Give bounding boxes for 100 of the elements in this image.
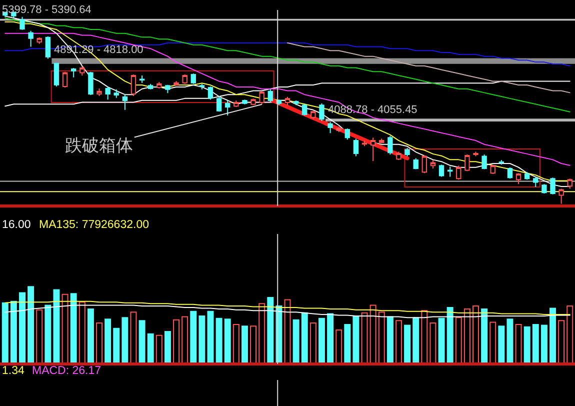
candlestick	[114, 88, 119, 98]
bar	[87, 308, 94, 364]
bar	[481, 308, 488, 364]
candlestick	[225, 100, 230, 116]
candlestick	[456, 165, 462, 180]
bar	[138, 320, 146, 364]
annotation: 跌破箱体	[65, 136, 133, 156]
bar	[532, 324, 539, 364]
candlestick	[558, 188, 564, 204]
bar	[28, 286, 34, 364]
candlestick	[148, 83, 154, 90]
candlestick	[353, 138, 359, 157]
bar	[550, 308, 556, 364]
candlestick	[70, 68, 76, 78]
candlestick	[413, 158, 418, 170]
candlestick	[464, 154, 470, 172]
bar	[412, 317, 420, 364]
candlestick	[139, 74, 145, 84]
candlestick	[370, 137, 376, 162]
candlestick	[54, 62, 60, 88]
candlestick	[438, 164, 444, 178]
text: 16.00	[2, 219, 31, 231]
bar	[113, 328, 120, 364]
bar	[506, 318, 514, 364]
bar	[70, 293, 77, 364]
candlestick	[310, 110, 316, 120]
bar	[344, 324, 351, 364]
bar	[318, 318, 325, 364]
candlestick	[28, 30, 34, 48]
candlestick	[293, 100, 299, 106]
candlestick	[396, 151, 402, 161]
candlestick	[165, 84, 170, 94]
candlestick	[482, 154, 487, 170]
bar	[301, 312, 308, 364]
candlestick	[344, 128, 350, 140]
candlestick	[550, 177, 556, 195]
candlestick	[284, 96, 290, 106]
bar	[224, 318, 231, 364]
candlestick	[190, 73, 196, 84]
bar	[216, 318, 222, 364]
candlestick	[234, 100, 239, 108]
candlestick	[130, 74, 136, 96]
candlestick	[302, 104, 308, 116]
candlestick	[242, 99, 248, 105]
candlestick	[507, 167, 513, 180]
candlestick	[516, 172, 522, 185]
candlestick	[80, 66, 85, 76]
candlestick	[20, 16, 25, 30]
bar	[498, 326, 505, 364]
bar	[327, 313, 334, 364]
candlestick	[199, 83, 205, 90]
bar	[540, 324, 548, 364]
bar	[19, 292, 26, 364]
candlestick	[404, 148, 410, 157]
candlestick	[328, 121, 333, 134]
candlestick	[379, 138, 384, 144]
bar	[386, 316, 394, 364]
bar	[10, 300, 17, 364]
candlestick	[524, 172, 530, 180]
candlestick	[182, 74, 188, 84]
bar	[241, 326, 248, 364]
candlestick	[430, 160, 436, 169]
candlestick	[62, 71, 68, 88]
bar	[438, 318, 445, 364]
bar	[190, 310, 197, 364]
bar	[2, 302, 8, 364]
bar	[404, 324, 411, 364]
candlestick	[250, 98, 256, 106]
bar	[198, 316, 206, 364]
bar	[164, 331, 171, 364]
candlestick	[388, 135, 393, 156]
text: 1.34	[2, 365, 25, 377]
bar	[267, 296, 274, 364]
candlestick	[447, 166, 453, 178]
band-label: 5399.78 - 5390.64	[2, 4, 92, 16]
bar	[147, 333, 154, 364]
bar	[292, 319, 300, 364]
candlestick	[174, 80, 179, 86]
bar	[352, 316, 360, 364]
candlestick	[36, 36, 42, 44]
candlestick	[533, 176, 538, 188]
candlestick	[45, 36, 51, 60]
bar	[446, 307, 454, 364]
candlestick	[96, 88, 102, 96]
candlestick	[259, 90, 264, 105]
candlestick	[542, 184, 547, 194]
candlestick	[567, 178, 572, 190]
candlestick	[122, 94, 128, 110]
candlestick	[362, 140, 368, 147]
bar	[524, 326, 530, 364]
candlestick	[88, 71, 94, 96]
candlestick	[156, 81, 162, 89]
candlestick	[473, 151, 478, 157]
candlestick	[319, 102, 324, 122]
candlestick	[216, 95, 222, 112]
candlestick	[208, 86, 214, 100]
bar	[44, 304, 52, 364]
candlestick	[422, 154, 427, 174]
text: MA135: 77926632.00	[39, 219, 149, 231]
candlestick	[268, 88, 273, 103]
